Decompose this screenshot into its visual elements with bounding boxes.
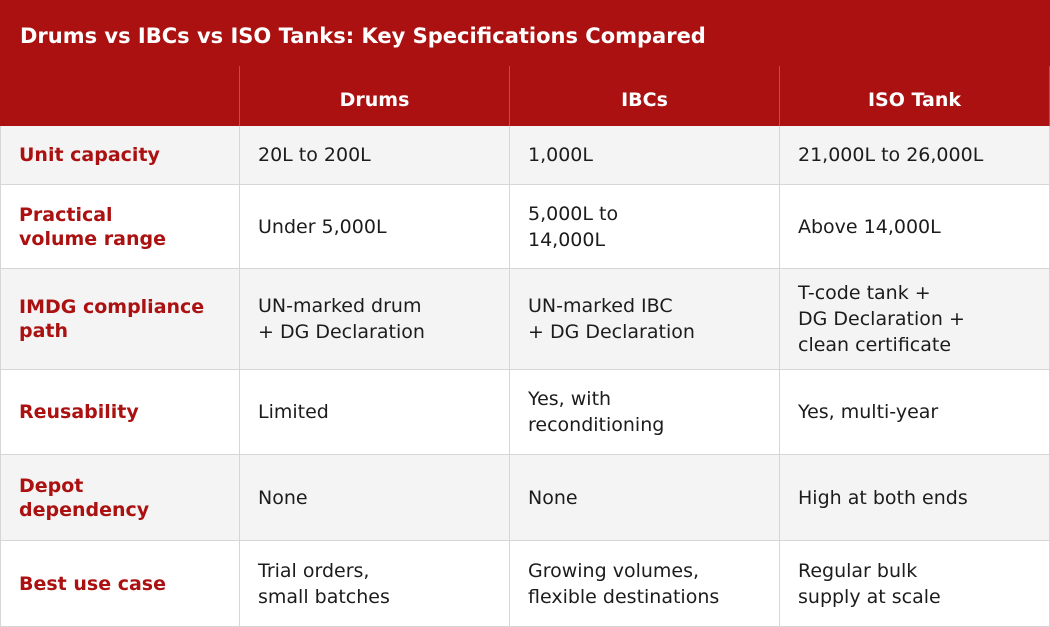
table-cell-iso-tank: High at both ends (780, 455, 1050, 541)
column-header-drums: Drums (240, 66, 510, 126)
comparison-table: Drums IBCs ISO Tank Unit capacity 20L to… (0, 66, 1050, 627)
row-label-depot-dependency: Depot dependency (0, 455, 240, 541)
table-cell-drums: Under 5,000L (240, 185, 510, 269)
table-cell-drums: Trial orders, small batches (240, 541, 510, 627)
row-label-unit-capacity: Unit capacity (0, 126, 240, 185)
column-header-iso-tank: ISO Tank (780, 66, 1050, 126)
table-cell-ibcs: None (510, 455, 780, 541)
table-cell-iso-tank: Regular bulk supply at scale (780, 541, 1050, 627)
column-header-empty (0, 66, 240, 126)
row-label-reusability: Reusability (0, 370, 240, 455)
table-cell-iso-tank: Yes, multi-year (780, 370, 1050, 455)
table-cell-drums: UN-marked drum + DG Declaration (240, 269, 510, 370)
row-label-practical-volume-range: Practical volume range (0, 185, 240, 269)
table-cell-ibcs: Yes, with reconditioning (510, 370, 780, 455)
column-header-ibcs: IBCs (510, 66, 780, 126)
table-cell-drums: Limited (240, 370, 510, 455)
table-cell-drums: None (240, 455, 510, 541)
title-bar: Drums vs IBCs vs ISO Tanks: Key Specific… (0, 0, 1050, 66)
table-cell-ibcs: UN-marked IBC + DG Declaration (510, 269, 780, 370)
table-cell-ibcs: Growing volumes, flexible destinations (510, 541, 780, 627)
table-cell-drums: 20L to 200L (240, 126, 510, 185)
page-title: Drums vs IBCs vs ISO Tanks: Key Specific… (20, 24, 706, 48)
table-cell-ibcs: 5,000L to 14,000L (510, 185, 780, 269)
table-cell-iso-tank: T-code tank + DG Declaration + clean cer… (780, 269, 1050, 370)
table-cell-iso-tank: 21,000L to 26,000L (780, 126, 1050, 185)
table-cell-iso-tank: Above 14,000L (780, 185, 1050, 269)
row-label-best-use-case: Best use case (0, 541, 240, 627)
row-label-imdg-compliance-path: IMDG compliance path (0, 269, 240, 370)
table-cell-ibcs: 1,000L (510, 126, 780, 185)
